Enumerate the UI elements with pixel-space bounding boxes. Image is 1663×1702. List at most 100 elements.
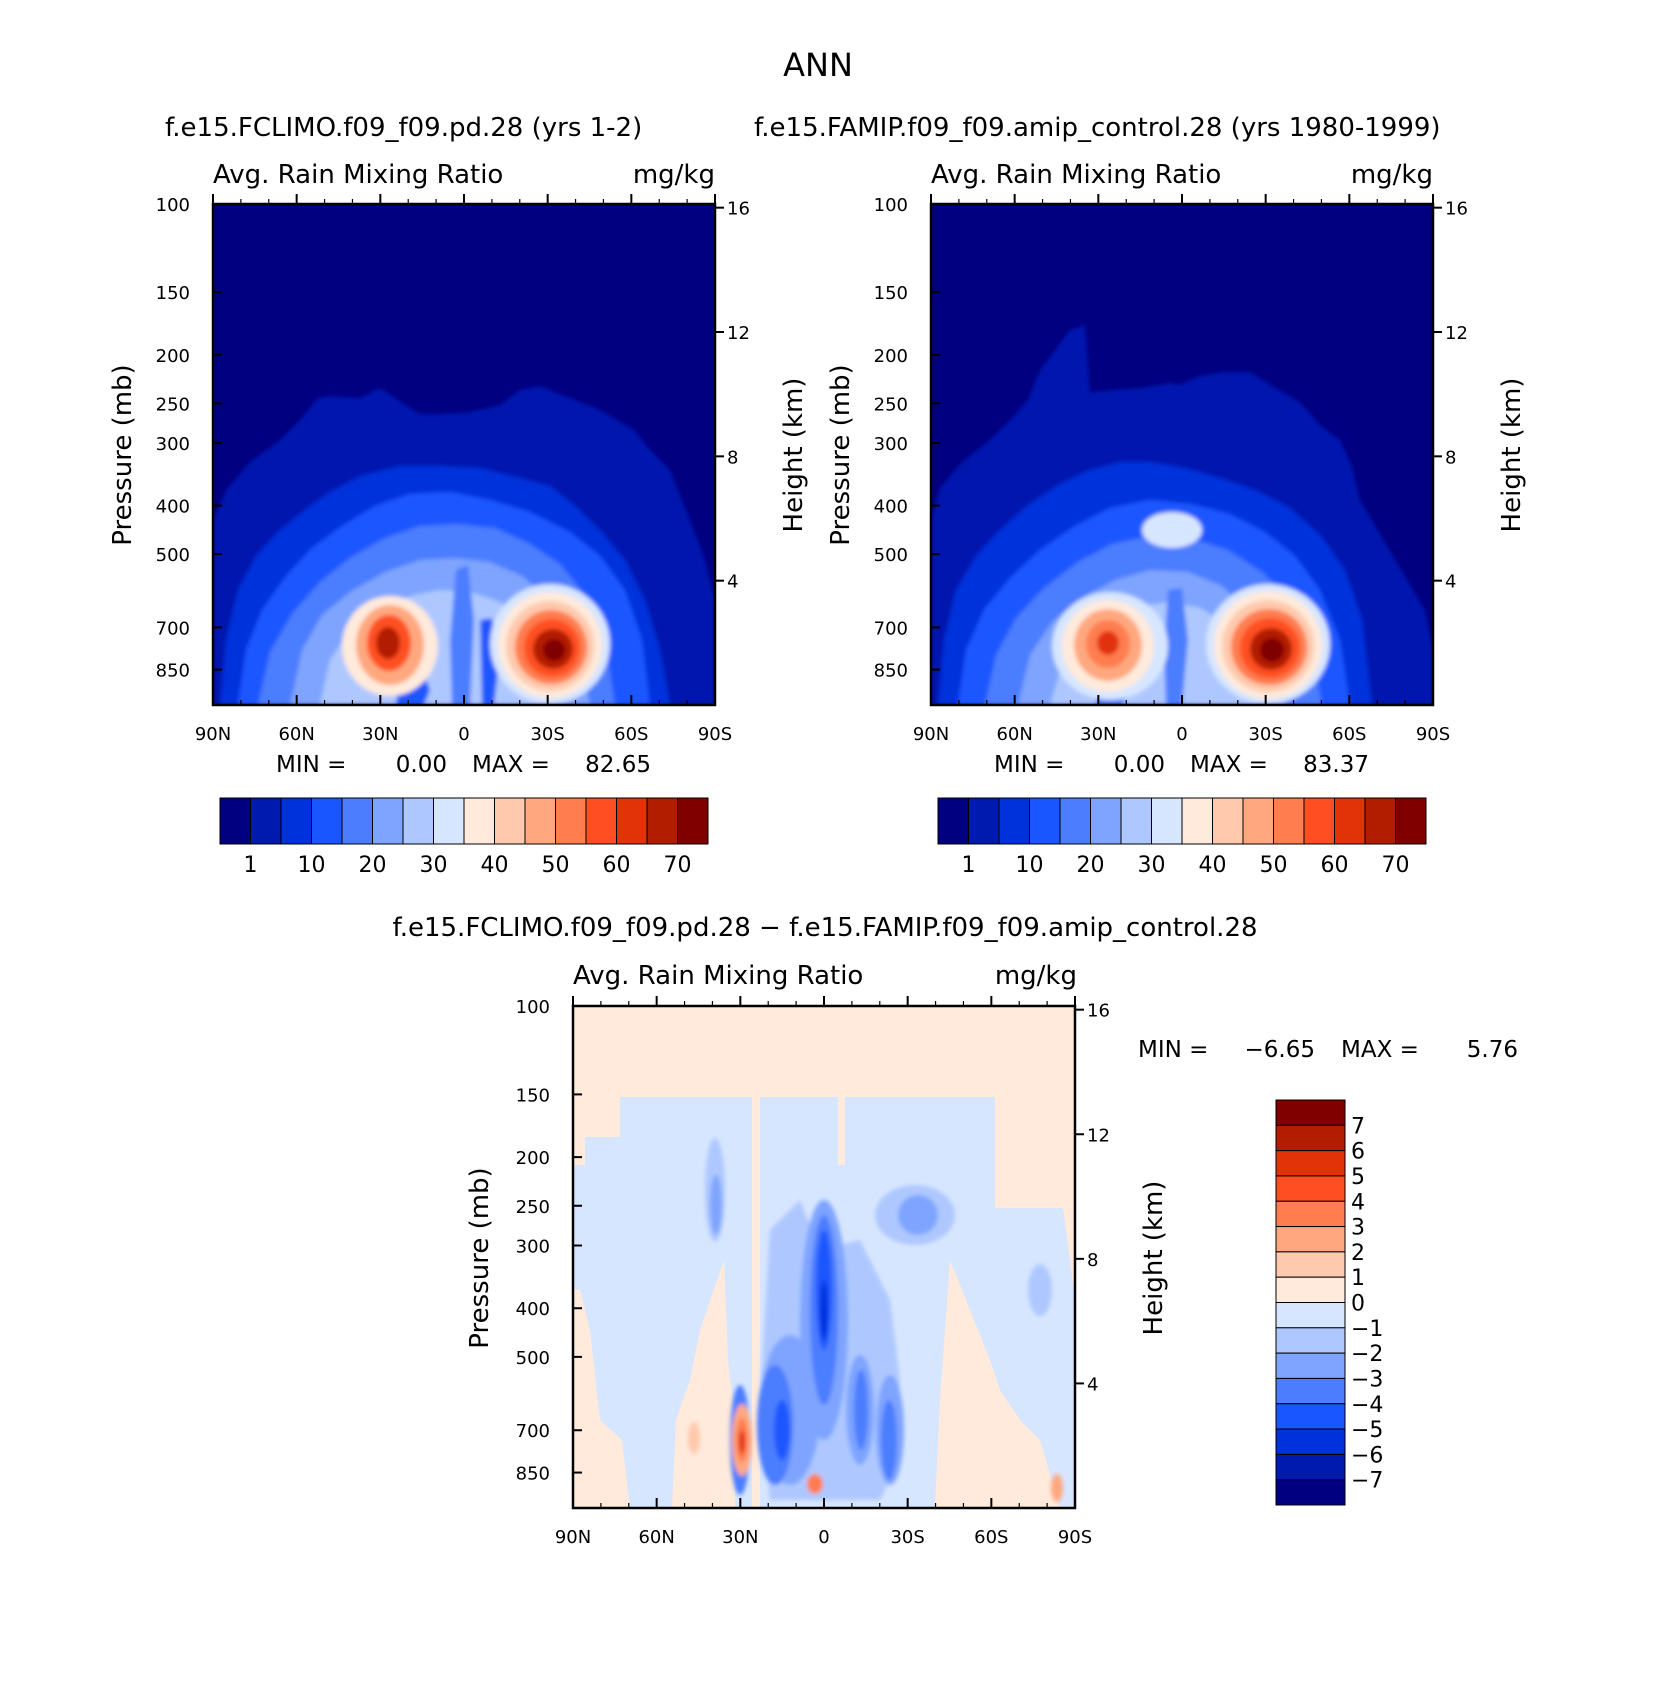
- panel-b-xtick-label-0: 90N: [913, 724, 949, 745]
- panel-a-ytick-label-8: 850: [156, 661, 190, 682]
- panel-b-ytick-label-7: 700: [874, 618, 908, 639]
- panel-b-colorbar-box-15: [1395, 797, 1427, 845]
- panel-c-ytick-label-2: 200: [516, 1148, 550, 1169]
- panel-a-xtick-label-2: 30N: [362, 724, 398, 745]
- panel-a-rtick-label-0: 16: [727, 199, 750, 220]
- panel-b-cool-streak-1: [1164, 588, 1188, 705]
- panel-c-colorbar-box-0: [1275, 1099, 1346, 1126]
- panel-c-colorbar-box-12: [1275, 1403, 1346, 1430]
- panel-a-colorbar-box-14: [646, 797, 678, 845]
- panel-c-ytick-label-5: 400: [516, 1299, 550, 1320]
- panel-c-ytick-label-6: 500: [516, 1348, 550, 1369]
- panel-a-colorbar-box-7: [433, 797, 465, 845]
- panel-b-upper-lobe: [1142, 512, 1202, 548]
- panel-b-ytick-label-6: 500: [874, 545, 908, 566]
- panel-a-min-value: 0.00: [396, 752, 447, 778]
- panel-b-ytick-label-1: 150: [874, 283, 908, 304]
- panel-b-sh-max-80: [1260, 638, 1284, 662]
- panel-a-variable: Avg. Rain Mixing Ratio: [213, 160, 503, 190]
- panel-c-increase-3: [739, 1430, 745, 1454]
- panel-c-xtick-label-5: 60S: [974, 1527, 1008, 1548]
- panel-c-decrease-15: [854, 1370, 868, 1450]
- panel-b-colorbar-label-2: 20: [1077, 853, 1105, 878]
- panel-c-colorbar-box-13: [1275, 1428, 1346, 1455]
- panel-b-colorbar-box-0: [937, 797, 969, 845]
- panel-b-ytick-label-3: 250: [874, 394, 908, 415]
- panel-b-rtick-label-3: 4: [1445, 572, 1456, 593]
- panel-b-colorbar-box-4: [1059, 797, 1091, 845]
- panel-c-ytick-label-1: 150: [516, 1085, 550, 1106]
- panel-b-xtick-label-5: 60S: [1332, 724, 1366, 745]
- panel-b-rtick-label-1: 12: [1445, 323, 1468, 344]
- panel-c-rtick-label-0: 16: [1087, 1001, 1110, 1022]
- panel-a-colorbar-label-5: 50: [542, 853, 570, 878]
- panel-a-rtick-label-1: 12: [727, 323, 750, 344]
- panel-c-colorbar-box-3: [1275, 1175, 1346, 1202]
- panel-a-xtick-label-6: 90S: [698, 724, 732, 745]
- panel-a-ytick-label-7: 700: [156, 618, 190, 639]
- panel-c-colorbar-label-4: 3: [1351, 1216, 1365, 1241]
- panel-b-min-label: MIN =: [994, 752, 1064, 778]
- panel-b-max-value: 83.37: [1303, 752, 1369, 778]
- panel-a-colorbar: 1 10 20 30 40 50 60 70: [219, 797, 709, 878]
- panel-a-units: mg/kg: [633, 160, 715, 190]
- panel-a-colorbar-box-13: [616, 797, 648, 845]
- panel-b-min-value: 0.00: [1114, 752, 1165, 778]
- panel-a-max-label: MAX =: [472, 752, 550, 778]
- panel-b-variable: Avg. Rain Mixing Ratio: [931, 160, 1221, 190]
- panel-c-ytick-label-3: 250: [516, 1197, 550, 1218]
- panel-b-ytick-label-0: 100: [874, 195, 908, 216]
- panel-a-colorbar-box-0: [219, 797, 251, 845]
- panel-a-colorbar-box-1: [250, 797, 282, 845]
- panel-c-min-label: MIN =: [1138, 1037, 1208, 1063]
- panel-c-decrease-14: [881, 1400, 897, 1480]
- panel-b-colorbar-label-6: 60: [1321, 853, 1349, 878]
- panel-b-contours: [931, 204, 1433, 705]
- panel-a-rtick-label-2: 8: [727, 447, 738, 468]
- panel-c-colorbar-box-6: [1275, 1251, 1346, 1278]
- panel-b-ylabel: Pressure (mb): [826, 364, 856, 545]
- panel-c-colorbar-box-2: [1275, 1150, 1346, 1177]
- panel-b-xtick-label-4: 30S: [1248, 724, 1282, 745]
- panel-control: f.e15.FCLIMO.f09_f09.pd.28 (yrs 1-2) Avg…: [108, 113, 809, 878]
- panel-b-colorbar: 1 10 20 30 40 50 60 70: [937, 797, 1427, 878]
- panel-b-xtick-label-1: 60N: [996, 724, 1032, 745]
- panel-a-colorbar-label-0: 1: [244, 853, 258, 878]
- panel-c-max-value: 5.76: [1467, 1037, 1518, 1063]
- panel-c-colorbar-box-15: [1275, 1479, 1346, 1506]
- panel-c-colorbar-label-7: 0: [1351, 1292, 1365, 1317]
- panel-a-colorbar-label-2: 20: [359, 853, 387, 878]
- panel-c-title: f.e15.FCLIMO.f09_f09.pd.28 − f.e15.FAMIP…: [392, 913, 1257, 943]
- panel-c-xtick-label-4: 30S: [890, 1527, 924, 1548]
- panel-b-colorbar-box-6: [1120, 797, 1152, 845]
- panel-c-xtick-label-6: 90S: [1058, 1527, 1092, 1548]
- panel-a-colorbar-label-4: 40: [481, 853, 509, 878]
- panel-c-colorbar-label-0: 7: [1351, 1114, 1365, 1139]
- panel-c-xtick-label-0: 90N: [555, 1527, 591, 1548]
- panel-c-colorbar-box-7: [1275, 1276, 1346, 1303]
- panel-c-units: mg/kg: [995, 961, 1077, 991]
- panel-b-colorbar-box-1: [968, 797, 1000, 845]
- panel-c-colorbar-box-5: [1275, 1226, 1346, 1253]
- panel-c-colorbar-box-10: [1275, 1352, 1346, 1379]
- panel-a-ytick-label-6: 500: [156, 545, 190, 566]
- panel-a-ytick-label-4: 300: [156, 434, 190, 455]
- panel-c-colorbar-box-8: [1275, 1302, 1346, 1329]
- panel-a-nh-max-70: [376, 627, 400, 659]
- panel-a-colorbar-box-9: [494, 797, 526, 845]
- panel-b-colorbar-label-1: 10: [1016, 853, 1044, 878]
- panel-c-axes: 100 150 200 250 300 400 500 700 850 16 12 8 4 90N 60N 3…: [516, 996, 1110, 1548]
- panel-a-ylabel: Pressure (mb): [108, 364, 138, 545]
- panel-c-colorbar-box-9: [1275, 1327, 1346, 1354]
- panel-a-ytick-label-2: 200: [156, 346, 190, 367]
- panel-a-ytick-label-0: 100: [156, 195, 190, 216]
- panel-a-xtick-label-3: 0: [458, 724, 469, 745]
- panel-c-decrease-4: [1028, 1264, 1052, 1316]
- panel-b-colorbar-box-5: [1090, 797, 1122, 845]
- panel-b-units: mg/kg: [1351, 160, 1433, 190]
- panel-c-colorbar-label-10: −3: [1351, 1367, 1383, 1392]
- panel-c-xtick-label-3: 0: [818, 1527, 829, 1548]
- panel-a-colorbar-box-3: [311, 797, 343, 845]
- panel-c-xtick-label-1: 60N: [638, 1527, 674, 1548]
